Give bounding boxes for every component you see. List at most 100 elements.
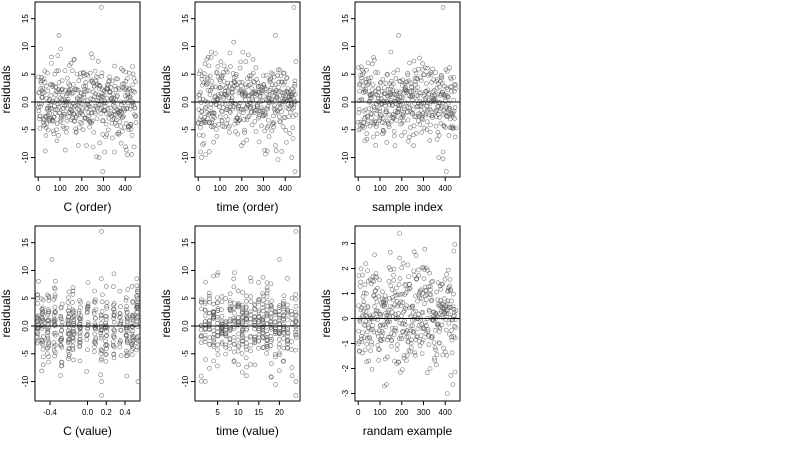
data-point (198, 89, 203, 95)
x-tick-label: 200 (395, 184, 409, 193)
data-point (293, 303, 299, 309)
data-point (70, 326, 76, 332)
data-point (443, 98, 448, 104)
data-point (291, 89, 297, 94)
data-point (276, 315, 282, 321)
data-point (359, 78, 365, 84)
data-point (281, 298, 286, 304)
data-point (248, 275, 253, 281)
data-point (123, 144, 128, 150)
data-point (261, 82, 267, 88)
data-point (202, 336, 208, 341)
plot-frame (354, 225, 461, 402)
data-point (269, 374, 274, 380)
data-point (79, 110, 84, 116)
data-point (39, 318, 45, 324)
data-point (451, 248, 457, 254)
data-point (232, 349, 237, 355)
data-point (387, 102, 392, 108)
data-point (248, 362, 253, 367)
data-point (415, 118, 421, 123)
data-point (402, 129, 408, 135)
data-point (361, 290, 367, 296)
data-point (231, 306, 237, 312)
data-point (223, 333, 229, 339)
data-point (211, 312, 217, 318)
data-point (129, 343, 135, 349)
data-point (207, 318, 212, 323)
data-point (293, 112, 298, 118)
data-point (263, 112, 268, 118)
data-point (135, 324, 140, 329)
data-point (428, 292, 434, 298)
data-point (44, 292, 50, 298)
data-point (51, 348, 57, 353)
data-point (378, 311, 384, 317)
data-point (272, 319, 278, 324)
data-point (277, 322, 283, 327)
data-point (273, 329, 278, 335)
data-point (240, 335, 245, 341)
data-point (244, 117, 250, 122)
data-point (40, 339, 46, 344)
data-point (440, 5, 446, 10)
data-point (214, 272, 220, 278)
data-point (116, 87, 122, 93)
data-point (199, 76, 205, 82)
data-point (215, 306, 221, 311)
data-point (374, 299, 380, 305)
data-point (118, 328, 124, 333)
data-point (388, 304, 393, 309)
data-point (38, 78, 44, 84)
data-point (86, 110, 91, 115)
data-point (52, 309, 57, 315)
data-point (435, 129, 441, 135)
data-point (37, 113, 43, 119)
x-tick-label: 300 (97, 184, 111, 193)
data-point (273, 148, 279, 154)
data-point (124, 85, 129, 91)
data-point (244, 340, 249, 346)
data-point (130, 71, 136, 77)
data-point (211, 310, 216, 315)
data-point (445, 114, 451, 119)
data-point (414, 334, 420, 339)
data-point (292, 81, 298, 87)
data-point (65, 340, 71, 345)
x-tick-label: 0 (36, 184, 41, 193)
data-point (255, 102, 260, 107)
data-point (389, 118, 395, 124)
data-point (111, 319, 117, 325)
data-point (442, 110, 448, 116)
data-point (206, 290, 212, 296)
data-point (104, 284, 109, 289)
data-point (118, 320, 124, 326)
data-point (270, 113, 276, 119)
data-point (362, 347, 368, 353)
data-point (407, 285, 413, 291)
data-point (111, 301, 117, 306)
data-point (397, 336, 402, 342)
data-point (395, 342, 400, 347)
data-point (253, 129, 259, 134)
data-point (293, 327, 299, 332)
data-point (252, 339, 258, 345)
data-point (215, 314, 220, 320)
data-point (264, 303, 270, 309)
data-point (46, 359, 51, 365)
data-point (106, 79, 111, 84)
data-point (61, 105, 66, 111)
data-point (206, 63, 212, 69)
data-point (390, 87, 396, 93)
data-point (231, 359, 237, 365)
data-point (78, 299, 84, 305)
data-point (293, 309, 299, 315)
data-point (35, 292, 40, 298)
data-point (411, 58, 417, 64)
data-point (85, 347, 90, 353)
data-point (264, 148, 270, 154)
data-point (110, 98, 116, 104)
data-point (73, 126, 78, 132)
data-point (39, 368, 45, 374)
data-point (98, 327, 104, 333)
